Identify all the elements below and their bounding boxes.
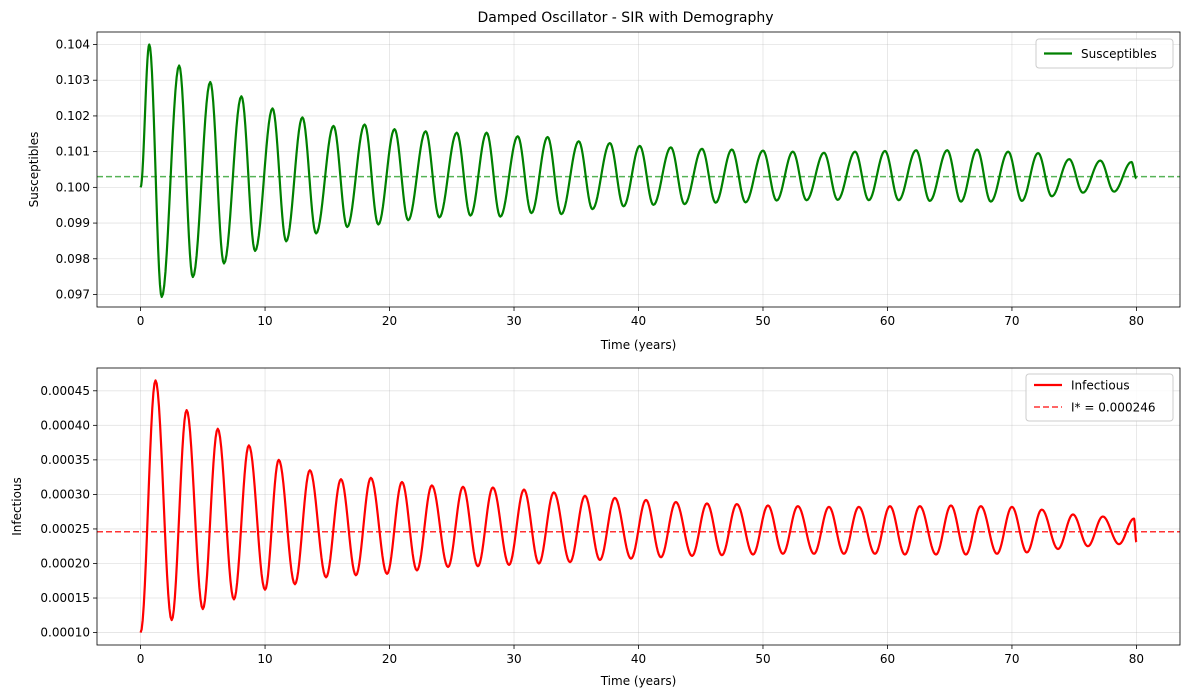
x-tick-label: 20 <box>382 652 397 666</box>
x-tick-label: 80 <box>1129 652 1144 666</box>
y-tick-label: 0.00045 <box>40 384 90 398</box>
series-line <box>139 379 1138 633</box>
x-tick-label: 60 <box>880 652 895 666</box>
infectious-series <box>139 379 1138 633</box>
y-axis-label: Infectious <box>10 477 24 536</box>
series-line <box>139 43 1138 299</box>
x-tick-label: 20 <box>382 314 397 328</box>
x-tick-label: 80 <box>1129 314 1144 328</box>
y-axis-label: Susceptibles <box>27 132 41 208</box>
y-tick-label: 0.00020 <box>40 556 90 570</box>
x-tick-label: 70 <box>1004 652 1019 666</box>
y-tick-label: 0.00040 <box>40 418 90 432</box>
y-tick-label: 0.00025 <box>40 522 90 536</box>
legend-label-susceptibles: Susceptibles <box>1081 47 1157 61</box>
legend: Infectious I* = 0.000246 <box>1025 373 1174 422</box>
y-tick-label: 0.101 <box>56 145 90 159</box>
plot-frame <box>96 367 1181 646</box>
legend-label-infectious: Infectious <box>1071 379 1130 393</box>
y-tick-label: 0.104 <box>56 38 90 52</box>
x-tick-label: 40 <box>631 652 646 666</box>
legend-box <box>1035 38 1174 69</box>
x-tick-label: 10 <box>257 652 272 666</box>
x-tick-label: 30 <box>506 314 521 328</box>
legend-label-equilibrium: I* = 0.000246 <box>1071 401 1155 415</box>
legend: Susceptibles <box>1035 38 1174 69</box>
y-tick-label: 0.100 <box>56 180 90 194</box>
y-tick-label: 0.00030 <box>40 487 90 501</box>
y-tick-label: 0.103 <box>56 73 90 87</box>
legend-box <box>1025 373 1174 422</box>
susceptibles-panel: Damped Oscillator - SIR with Demography … <box>27 10 1181 352</box>
y-tick-label: 0.098 <box>56 252 90 266</box>
axes: 0 10 20 30 40 50 60 70 80 0.097 0.098 0.099 0.100 0.1… <box>56 38 1144 329</box>
y-tick-label: 0.099 <box>56 216 90 230</box>
x-tick-label: 10 <box>257 314 272 328</box>
grid <box>97 368 1180 645</box>
chart-title: Damped Oscillator - SIR with Demography <box>477 10 773 26</box>
x-tick-label: 50 <box>755 652 770 666</box>
x-tick-label: 30 <box>506 652 521 666</box>
plot-frame <box>96 31 1181 308</box>
x-tick-label: 70 <box>1004 314 1019 328</box>
x-tick-label: 40 <box>631 314 646 328</box>
y-tick-label: 0.00010 <box>40 626 90 640</box>
infectious-panel: 0 10 20 30 40 50 60 70 80 0.00010 0.00015 0.00020 0.… <box>10 367 1181 688</box>
x-tick-label: 50 <box>755 314 770 328</box>
y-tick-label: 0.00035 <box>40 453 90 467</box>
y-tick-label: 0.00015 <box>40 591 90 605</box>
grid <box>97 32 1180 307</box>
x-axis-label: Time (years) <box>600 674 677 688</box>
y-tick-label: 0.097 <box>56 288 90 302</box>
x-tick-label: 60 <box>880 314 895 328</box>
x-tick-label: 0 <box>137 314 145 328</box>
x-axis-label: Time (years) <box>600 338 677 352</box>
susceptibles-series <box>139 43 1138 299</box>
axes: 0 10 20 30 40 50 60 70 80 0.00010 0.00015 0.00020 0.… <box>40 384 1144 666</box>
y-tick-label: 0.102 <box>56 109 90 123</box>
x-tick-label: 0 <box>137 652 145 666</box>
